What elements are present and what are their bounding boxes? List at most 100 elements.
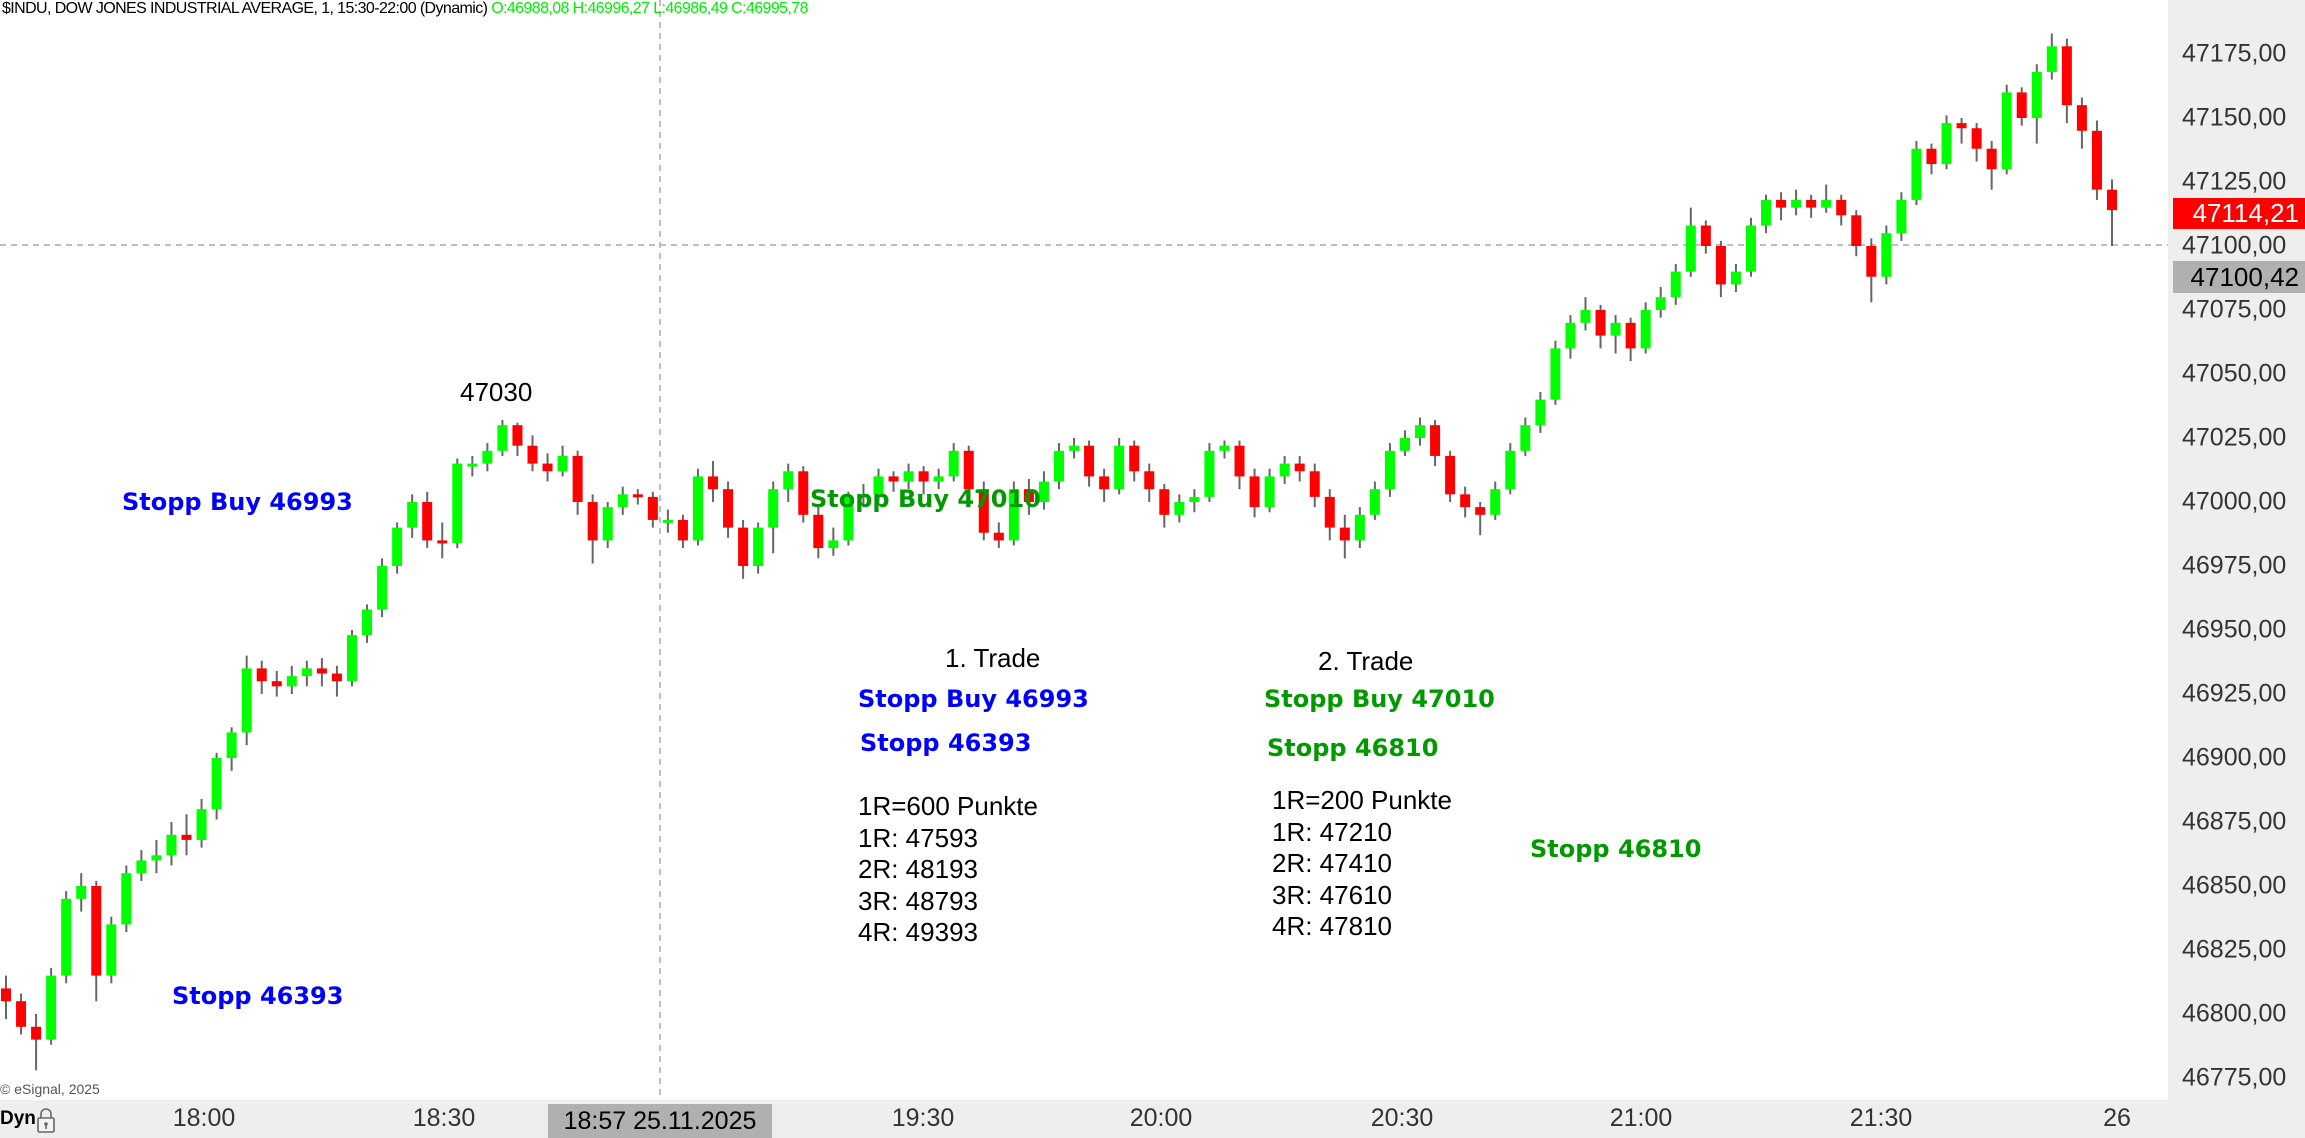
lock-icon[interactable]	[36, 1106, 56, 1134]
crosshair-time-label: 18:57 25.11.2025	[548, 1104, 772, 1138]
time-tick-label: 18:00	[172, 1104, 236, 1132]
candle-down	[1715, 246, 1726, 285]
candle-down	[738, 527, 749, 566]
candle-up	[482, 450, 493, 464]
candle-down	[331, 673, 342, 682]
candle-up	[1054, 450, 1064, 482]
candle-up	[136, 860, 147, 874]
candle-down	[1866, 246, 1877, 277]
dynamic-mode-label[interactable]: Dyn	[0, 1108, 36, 1129]
price-tick-label: 46950,00	[2182, 615, 2287, 644]
candles-group	[1, 33, 2117, 1071]
candle-down	[1971, 128, 1982, 149]
candle-down	[1836, 199, 1847, 216]
candle-up	[392, 527, 403, 566]
candle-up	[452, 463, 463, 543]
candlestick-chart[interactable]	[0, 0, 2168, 1100]
candle-down	[632, 494, 643, 498]
time-tick-label: 19:30	[891, 1104, 955, 1132]
trade1-line: 4R: 49393	[858, 917, 978, 947]
candle-up	[948, 450, 959, 477]
candle-down	[316, 668, 327, 674]
trade2-line: 1R=200 Punkte	[1272, 785, 1452, 815]
candle-up	[106, 924, 117, 976]
trade2-title: 2. Trade	[1318, 646, 1414, 676]
candle-down	[256, 668, 267, 682]
price-tick-label: 46800,00	[2182, 999, 2287, 1028]
candle-up	[692, 476, 703, 541]
candle-up	[828, 540, 839, 549]
candle-up	[346, 635, 357, 682]
candle-down	[271, 681, 282, 687]
time-tick-label: 21:00	[1609, 1104, 1673, 1132]
candle-up	[407, 502, 418, 528]
candle-up	[1490, 489, 1501, 515]
chart-header: $INDU, DOW JONES INDUSTRIAL AVERAGE, 1, …	[2, 0, 809, 18]
candle-up	[46, 975, 57, 1040]
candle-up	[151, 855, 162, 861]
candle-down	[572, 455, 583, 502]
candle-up	[61, 898, 72, 976]
candle-down	[1986, 148, 1997, 170]
candle-up	[1038, 481, 1049, 502]
candle-down	[1249, 476, 1260, 508]
candle-down	[1475, 507, 1486, 515]
trade1-title: 1. Trade	[945, 643, 1041, 673]
candle-down	[2061, 46, 2072, 106]
price-tick-label: 46925,00	[2182, 679, 2287, 708]
candle-down	[91, 886, 102, 976]
trade2-line: 1R: 47210	[1272, 816, 1392, 847]
candle-down	[437, 540, 448, 544]
candle-down	[1776, 199, 1787, 208]
candle-up	[1745, 225, 1756, 272]
candle-down	[542, 463, 553, 472]
price-tick-label: 47000,00	[2182, 487, 2287, 516]
candle-down	[677, 519, 688, 541]
trade2-line: 3R: 47610	[1272, 879, 1392, 910]
candle-down	[1294, 463, 1305, 472]
candle-down	[1700, 225, 1711, 246]
candle-up	[858, 494, 869, 498]
time-tick-label: 20:30	[1370, 1104, 1434, 1132]
candle-down	[708, 476, 719, 490]
candle-down	[1159, 489, 1170, 515]
candle-down	[512, 425, 523, 446]
trade2-line: 2R: 47410	[1272, 848, 1392, 878]
candle-down	[1926, 148, 1937, 165]
candle-up	[1730, 271, 1741, 285]
copyright: © eSignal, 2025	[0, 1081, 100, 1097]
candle-down	[918, 471, 929, 482]
price-axis[interactable]: 47175,00 47150,00 47125,00 47100,00 47075,00…	[2168, 0, 2305, 1100]
candle-up	[2031, 71, 2042, 118]
candle-up	[1114, 445, 1125, 490]
candle-up	[602, 507, 613, 541]
trade2-line: 4R: 47810	[1272, 911, 1392, 941]
candle-down	[798, 471, 809, 515]
trade1-stop-buy: Stopp Buy 46993	[858, 685, 1089, 713]
candle-up	[377, 566, 388, 610]
candle-up	[226, 732, 237, 758]
candle-up	[903, 471, 914, 482]
candle-up	[783, 471, 794, 490]
time-tick-label: 26	[2103, 1104, 2131, 1132]
candle-up	[2001, 92, 2012, 170]
candle-down	[978, 489, 989, 533]
candle-up	[1384, 450, 1395, 490]
candle-up	[1174, 502, 1185, 515]
candle-up	[1204, 450, 1215, 497]
candle-down	[723, 489, 734, 528]
time-tick-label: 20:00	[1129, 1104, 1193, 1132]
candle-down	[16, 1001, 27, 1027]
trade1-line: 1R=600 Punkte	[858, 791, 1038, 821]
candle-up	[1535, 399, 1546, 426]
candle-up	[196, 809, 207, 840]
price-tick-label: 47125,00	[2182, 167, 2287, 196]
time-axis[interactable]: 18:00 18:30 19:30 20:00 20:30 21:00 21:30 26	[0, 1100, 2305, 1138]
candle-up	[1670, 271, 1681, 298]
ohlc-readout: O:46988,08 H:46996,27 L:46986,49 C:46995…	[491, 0, 808, 17]
candle-down	[1234, 445, 1245, 477]
candle-down	[1129, 445, 1140, 472]
candle-up	[1565, 322, 1576, 349]
candle-down	[1460, 494, 1471, 508]
candle-down	[1339, 527, 1350, 541]
